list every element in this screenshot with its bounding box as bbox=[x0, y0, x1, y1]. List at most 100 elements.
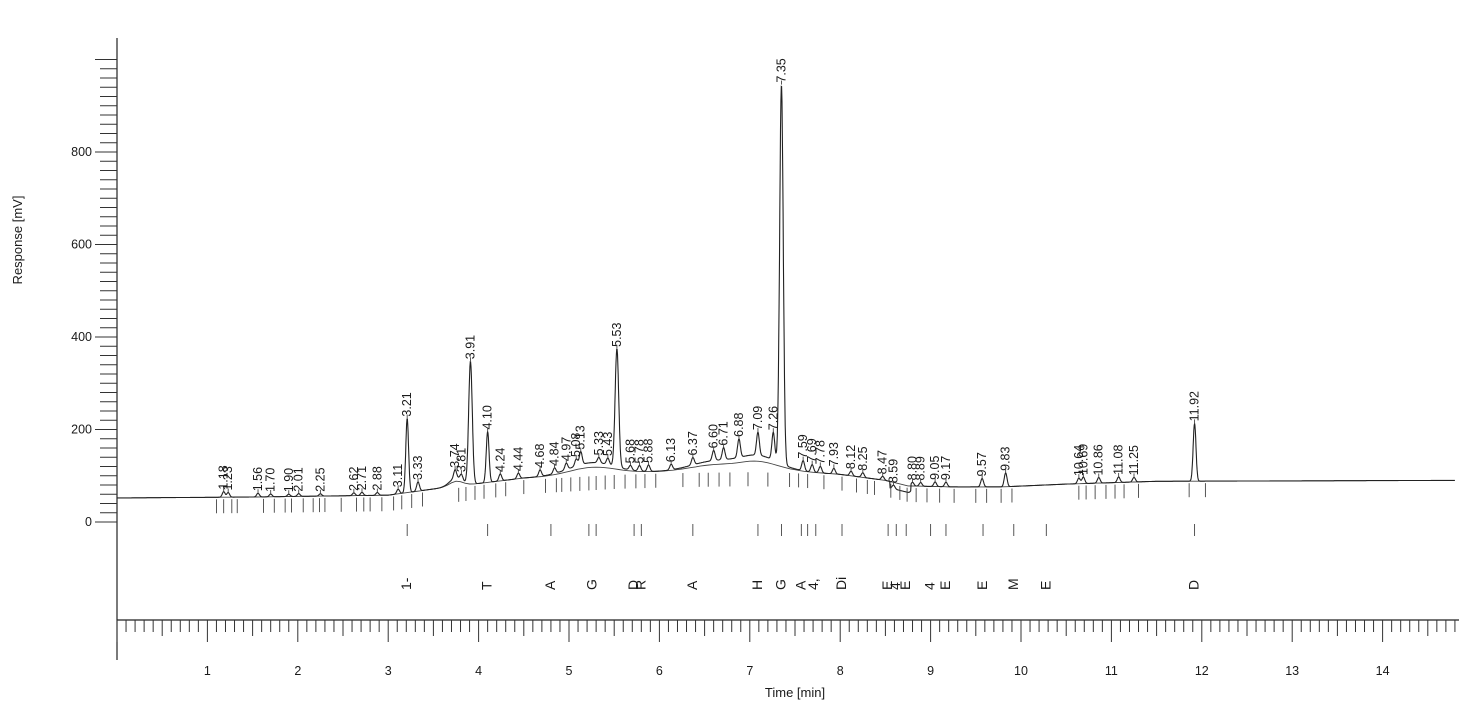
component-label: E bbox=[897, 581, 913, 590]
component-label: R bbox=[632, 580, 648, 590]
peak-label: 4.24 bbox=[493, 448, 507, 472]
peak-label: 4.84 bbox=[548, 441, 562, 465]
x-tick-label: 1 bbox=[204, 664, 211, 678]
y-tick-label: 400 bbox=[71, 330, 92, 344]
component-label: G bbox=[584, 579, 600, 590]
peak-label: 5.08 bbox=[569, 433, 583, 457]
peak-label: 1.70 bbox=[264, 468, 278, 492]
peak-label: 8.89 bbox=[914, 456, 928, 480]
x-tick-label: 14 bbox=[1376, 664, 1390, 678]
peak-label: 3.91 bbox=[463, 335, 477, 359]
y-tick-label: 200 bbox=[71, 423, 92, 437]
component-label: A bbox=[792, 580, 808, 590]
peak-label: 6.13 bbox=[664, 438, 678, 462]
component-label: D bbox=[625, 580, 641, 590]
component-label: G bbox=[772, 579, 788, 590]
peak-label: 10.64 bbox=[1072, 445, 1086, 476]
peak-label: 3.74 bbox=[448, 443, 462, 467]
peak-label: 3.33 bbox=[411, 455, 425, 479]
peak-label: 2.25 bbox=[313, 467, 327, 491]
x-tick-label: 2 bbox=[294, 664, 301, 678]
peak-label: 8.80 bbox=[906, 456, 920, 480]
peak-label: 5.88 bbox=[642, 439, 656, 463]
peak-labels-layer: 1.181.23 1.561.70 1.902.01 2.25 2.622.71 2.88… bbox=[217, 58, 1202, 495]
peak-label: 2.01 bbox=[292, 467, 306, 491]
peak-label: 11.08 bbox=[1112, 445, 1126, 475]
y-tick-label: 0 bbox=[85, 515, 92, 529]
peak-label: 1.23 bbox=[221, 466, 235, 490]
peak-label: 5.68 bbox=[623, 439, 637, 463]
peak-label: 8.47 bbox=[876, 450, 890, 474]
peak-label: 8.12 bbox=[844, 445, 858, 469]
peak-label: 8.25 bbox=[856, 446, 870, 470]
axes-layer bbox=[116, 38, 1459, 660]
peak-label: 10.69 bbox=[1076, 444, 1090, 475]
event-ticks-layer bbox=[406, 524, 1196, 536]
x-tick-label: 4 bbox=[475, 664, 482, 678]
peak-label: 6.37 bbox=[686, 431, 700, 455]
component-label: 1- bbox=[398, 577, 414, 590]
peak-label: 7.93 bbox=[827, 442, 841, 466]
peak-label: 5.43 bbox=[601, 432, 615, 456]
peak-label: 9.05 bbox=[928, 456, 942, 480]
component-label: 4 bbox=[887, 582, 903, 590]
y-tick-label: 800 bbox=[71, 145, 92, 159]
x-tick-label: 9 bbox=[927, 664, 934, 678]
peak-label: 2.62 bbox=[347, 466, 361, 490]
integration-markers-layer bbox=[215, 472, 1206, 514]
peak-label: 5.33 bbox=[592, 431, 606, 455]
component-label: A bbox=[542, 580, 558, 590]
trace-layer bbox=[117, 85, 1455, 499]
peak-label: 3.11 bbox=[391, 464, 405, 487]
peak-label: 7.26 bbox=[766, 406, 780, 430]
component-label: H bbox=[749, 580, 765, 590]
peak-label: 2.71 bbox=[355, 466, 369, 490]
component-label: 4 bbox=[922, 582, 938, 590]
x-tick-label: 7 bbox=[746, 664, 753, 678]
y-ticks-layer: 0 200 400 600 800 bbox=[71, 59, 117, 529]
x-ticks-layer: 1 2 3 4 5 6 7 8 9 10 11 12 13 14 bbox=[116, 620, 1456, 678]
peak-label: 1.90 bbox=[282, 468, 296, 492]
signal-trace bbox=[117, 85, 1455, 499]
x-axis-title: Time [min] bbox=[765, 685, 825, 700]
peak-label: 7.69 bbox=[805, 438, 819, 462]
peak-label: 10.86 bbox=[1092, 444, 1106, 475]
peak-label: 7.59 bbox=[796, 434, 810, 458]
peak-label: 7.78 bbox=[813, 440, 827, 464]
peak-label: 4.97 bbox=[559, 437, 573, 461]
component-label: M bbox=[1005, 578, 1021, 590]
peak-label: 3.21 bbox=[400, 392, 414, 416]
peak-label: 8.59 bbox=[887, 459, 901, 483]
component-label: E bbox=[1037, 581, 1053, 590]
component-label: D bbox=[1186, 580, 1202, 590]
peak-label: 4.68 bbox=[533, 443, 547, 467]
peak-label: 6.88 bbox=[732, 412, 746, 436]
x-tick-label: 5 bbox=[566, 664, 573, 678]
peak-label: 5.78 bbox=[633, 439, 647, 463]
peak-label: 5.13 bbox=[574, 425, 588, 449]
peak-label: 2.88 bbox=[370, 466, 384, 490]
component-labels-layer: 1- T A G DR A H G A4, Di E4E 4 E E M E D bbox=[398, 577, 1201, 590]
x-tick-label: 13 bbox=[1285, 664, 1299, 678]
component-label: E bbox=[937, 581, 953, 590]
peak-label: 9.17 bbox=[939, 456, 953, 480]
peak-label: 3.81 bbox=[454, 448, 468, 472]
x-tick-label: 3 bbox=[385, 664, 392, 678]
peak-label: 5.53 bbox=[610, 322, 624, 346]
x-tick-label: 6 bbox=[656, 664, 663, 678]
x-tick-label: 8 bbox=[837, 664, 844, 678]
x-tick-label: 10 bbox=[1014, 664, 1028, 678]
peak-label: 4.10 bbox=[481, 405, 495, 429]
y-axis-title: Response [mV] bbox=[10, 196, 25, 285]
peak-label: 1.56 bbox=[251, 467, 265, 491]
peak-label: 9.57 bbox=[975, 452, 989, 476]
x-tick-label: 12 bbox=[1195, 664, 1209, 678]
peak-label: 7.09 bbox=[751, 406, 765, 430]
component-label: E bbox=[974, 581, 990, 590]
peak-label: 6.71 bbox=[717, 421, 731, 445]
peak-label: 11.25 bbox=[1127, 445, 1141, 475]
component-label: Di bbox=[833, 577, 849, 590]
peak-label: 1.18 bbox=[217, 465, 231, 489]
peak-label: 6.60 bbox=[707, 424, 721, 448]
